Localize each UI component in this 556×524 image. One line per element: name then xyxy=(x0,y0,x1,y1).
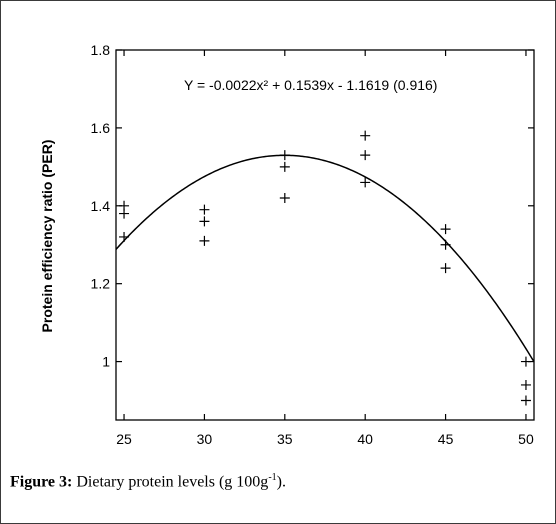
data-point-marker xyxy=(360,177,371,188)
caption-text: Dietary protein levels (g 100g xyxy=(72,473,269,491)
data-points xyxy=(119,130,531,406)
y-tick-label: 1.4 xyxy=(91,198,111,214)
x-tick-label: 35 xyxy=(277,431,293,447)
caption-suffix: ). xyxy=(276,473,286,491)
data-point-marker xyxy=(199,216,210,227)
data-point-marker xyxy=(119,231,130,242)
y-axis-label: Protein efficiency ratio (PER) xyxy=(39,140,55,333)
data-point-marker xyxy=(360,130,371,141)
protein-per-chart: 1 1.2 1.4 1.6 1.8 25 30 35 40 45 50 Y = -0.0022x²… xyxy=(39,42,535,447)
data-point-marker xyxy=(520,395,531,406)
figure-caption: Figure 3: Dietary protein levels (g 100g… xyxy=(10,472,286,491)
data-point-marker xyxy=(440,263,451,274)
data-point-marker xyxy=(119,208,130,219)
data-point-marker xyxy=(199,204,210,215)
plot-area-border xyxy=(115,49,535,421)
y-tick-label: 1.8 xyxy=(91,42,111,58)
x-tick-label: 50 xyxy=(518,431,534,447)
data-point-marker xyxy=(279,150,290,161)
data-point-marker xyxy=(279,161,290,172)
y-axis-ticks: 1 1.2 1.4 1.6 1.8 xyxy=(91,42,534,370)
data-point-marker xyxy=(360,150,371,161)
x-tick-label: 30 xyxy=(197,431,213,447)
data-point-marker xyxy=(440,224,451,235)
regression-equation: Y = -0.0022x² + 0.1539x - 1.1619 (0.916) xyxy=(184,77,437,93)
data-point-marker xyxy=(520,356,531,367)
data-point-marker xyxy=(520,379,531,390)
caption-label: Figure 3: xyxy=(10,473,73,491)
y-tick-label: 1.6 xyxy=(91,120,111,136)
x-tick-label: 25 xyxy=(116,431,132,447)
regression-curve xyxy=(115,154,535,363)
data-point-marker xyxy=(199,235,210,246)
y-tick-label: 1.2 xyxy=(91,276,111,292)
x-axis-ticks: 25 30 35 40 45 50 xyxy=(116,50,534,447)
x-tick-label: 45 xyxy=(438,431,454,447)
y-tick-label: 1 xyxy=(102,354,110,370)
x-tick-label: 40 xyxy=(357,431,373,447)
caption-superscript: -1 xyxy=(268,472,277,483)
data-point-marker xyxy=(440,239,451,250)
data-point-marker xyxy=(279,193,290,203)
